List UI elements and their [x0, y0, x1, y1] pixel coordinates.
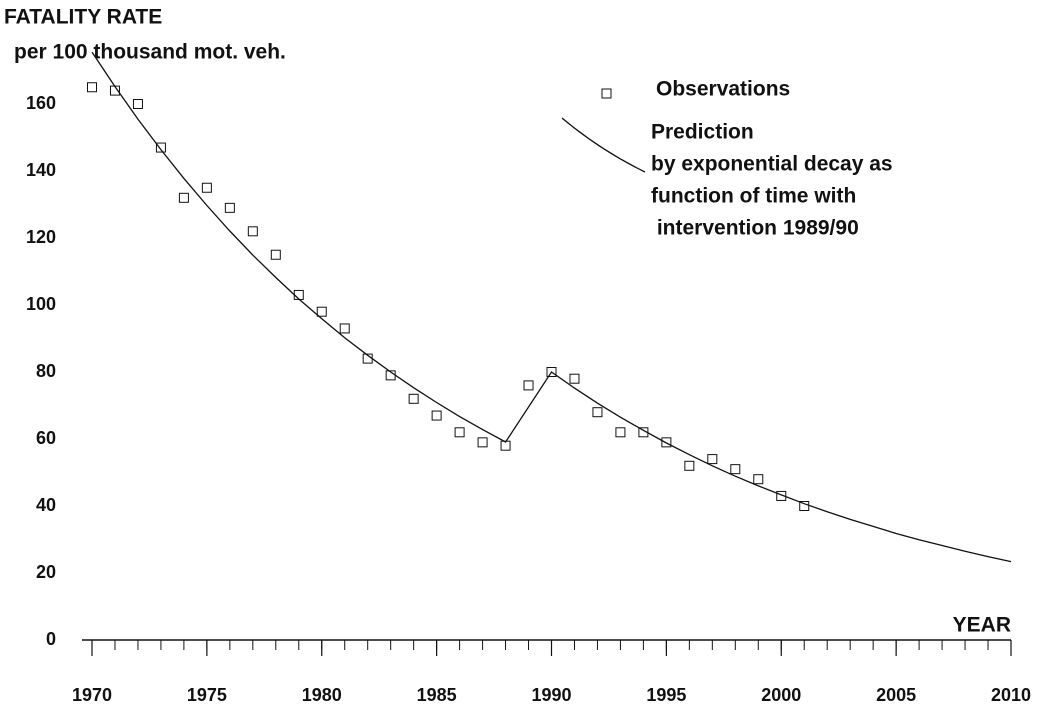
observation-point — [408, 393, 419, 404]
x-axis-label: YEAR — [953, 614, 1011, 637]
x-tick-label: 1975 — [187, 685, 227, 705]
y-tick-label: 120 — [26, 227, 56, 247]
y-tick-label: 0 — [46, 629, 56, 649]
observation-point — [270, 249, 281, 260]
y-tick-label: 20 — [36, 562, 56, 582]
observation-point — [523, 380, 534, 391]
legend-description: function of time with — [651, 185, 856, 208]
observation-point — [224, 202, 235, 213]
legend-description: by exponential decay as — [651, 153, 893, 176]
legend-label: Prediction — [651, 121, 754, 144]
x-tick-label: 1990 — [531, 685, 571, 705]
prediction-line — [91, 51, 1012, 563]
observation-point — [707, 454, 718, 465]
observation-point — [615, 427, 626, 438]
x-tick-label: 2010 — [991, 685, 1031, 705]
observation-point — [730, 464, 741, 475]
y-tick-label: 100 — [26, 294, 56, 314]
legend-label: Observations — [656, 78, 790, 101]
observation-point — [316, 306, 327, 317]
y-tick-label: 40 — [36, 495, 56, 515]
y-axis-label: per 100 thousand mot. veh. — [14, 41, 286, 64]
observation-point — [799, 501, 810, 511]
observation-point — [684, 460, 695, 471]
x-tick-label: 2005 — [876, 685, 916, 705]
observation-point — [132, 99, 143, 109]
observation-point — [753, 474, 764, 485]
observation-point — [569, 373, 580, 384]
x-tick-label: 1985 — [417, 685, 457, 705]
x-tick-label: 1970 — [72, 685, 112, 705]
observation-point — [454, 427, 465, 438]
y-tick-label: 60 — [36, 428, 56, 448]
legend-description: intervention 1989/90 — [651, 217, 859, 240]
y-tick-label: 160 — [26, 93, 56, 113]
x-tick-label: 1980 — [302, 685, 342, 705]
observation-point — [87, 82, 97, 93]
observation-point — [339, 323, 350, 334]
y-tick-label: 80 — [36, 361, 56, 381]
observation-point — [178, 192, 189, 203]
observation-point — [592, 407, 603, 418]
observation-point — [477, 437, 488, 448]
observation-point — [247, 226, 258, 237]
observation-point — [431, 410, 442, 421]
legend-marker — [601, 88, 612, 99]
legend-line — [561, 117, 646, 173]
chart-title: FATALITY RATE — [4, 6, 162, 29]
observation-point — [155, 142, 166, 153]
x-tick-label: 1995 — [646, 685, 686, 705]
observation-point — [201, 182, 212, 193]
x-tick-label: 2000 — [761, 685, 801, 705]
y-tick-label: 140 — [26, 160, 56, 180]
